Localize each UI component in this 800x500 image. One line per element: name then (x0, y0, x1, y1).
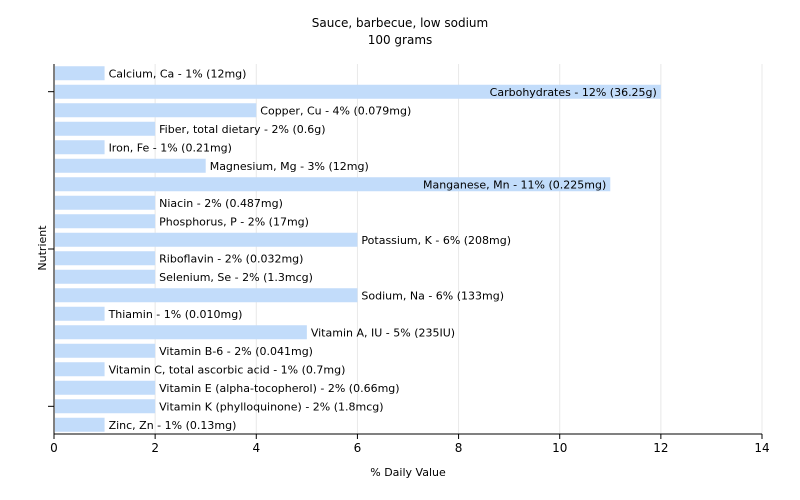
bar-11 (55, 269, 156, 284)
y-axis-label: Nutrient (36, 225, 49, 271)
bar-label-17: Vitamin E (alpha-tocopherol) - 2% (0.66m… (159, 382, 399, 395)
bar-4 (55, 140, 105, 155)
chart-subtitle: 100 grams (368, 33, 433, 47)
bar-label-10: Riboflavin - 2% (0.032mg) (159, 252, 303, 265)
bar-12 (55, 288, 358, 303)
bar-label-6: Manganese, Mn - 11% (0.225mg) (423, 178, 606, 191)
bar-label-15: Vitamin B-6 - 2% (0.041mg) (159, 345, 313, 358)
bar-18 (55, 399, 156, 414)
bar-label-11: Selenium, Se - 2% (1.3mcg) (159, 271, 313, 284)
x-tick-label-4: 8 (455, 441, 463, 455)
bar-8 (55, 214, 156, 229)
bar-3 (55, 121, 156, 136)
bar-19 (55, 417, 105, 432)
x-tick-label-2: 4 (252, 441, 260, 455)
bar-label-4: Iron, Fe - 1% (0.21mg) (109, 141, 232, 154)
bar-label-8: Phosphorus, P - 2% (17mg) (159, 215, 309, 228)
bar-16 (55, 362, 105, 377)
chart-title: Sauce, barbecue, low sodium (312, 16, 488, 30)
bar-label-16: Vitamin C, total ascorbic acid - 1% (0.7… (109, 363, 346, 376)
axes: 0 2 4 6 8 10 12 14 (48, 64, 770, 455)
bar-10 (55, 251, 156, 266)
bar-5 (55, 158, 206, 173)
x-tick-label-1: 2 (151, 441, 159, 455)
bar-label-5: Magnesium, Mg - 3% (12mg) (210, 160, 369, 173)
x-axis-label: % Daily Value (370, 466, 446, 479)
bar-label-18: Vitamin K (phylloquinone) - 2% (1.8mcg) (159, 400, 383, 413)
bar-1 (55, 84, 661, 99)
bar-label-14: Vitamin A, IU - 5% (235IU) (311, 326, 455, 339)
x-tick-label-0: 0 (50, 441, 58, 455)
bar-17 (55, 380, 156, 395)
x-tick-label-5: 10 (552, 441, 567, 455)
x-tick-label-7: 14 (754, 441, 769, 455)
bar-label-1: Carbohydrates - 12% (36.25g) (490, 86, 657, 99)
bar-label-0: Calcium, Ca - 1% (12mg) (109, 67, 247, 80)
x-tick-label-3: 6 (354, 441, 362, 455)
bar-7 (55, 195, 156, 210)
bars: Calcium, Ca - 1% (12mg) Carbohydrates - 1… (55, 66, 661, 432)
bar-label-7: Niacin - 2% (0.487mg) (159, 197, 283, 210)
bar-label-9: Potassium, K - 6% (208mg) (361, 234, 511, 247)
bar-label-3: Fiber, total dietary - 2% (0.6g) (159, 123, 325, 136)
x-tick-label-6: 12 (653, 441, 668, 455)
bar-13 (55, 306, 105, 321)
bar-0 (55, 66, 105, 81)
grid-lines (154, 64, 763, 434)
bar-label-19: Zinc, Zn - 1% (0.13mg) (109, 419, 237, 432)
bar-label-2: Copper, Cu - 4% (0.079mg) (260, 104, 411, 117)
bar-2 (55, 103, 257, 118)
bar-14 (55, 325, 307, 340)
bar-label-13: Thiamin - 1% (0.010mg) (108, 308, 243, 321)
bar-6 (55, 177, 611, 192)
bar-15 (55, 343, 156, 358)
bar-label-12: Sodium, Na - 6% (133mg) (361, 289, 504, 302)
bar-9 (55, 232, 358, 247)
